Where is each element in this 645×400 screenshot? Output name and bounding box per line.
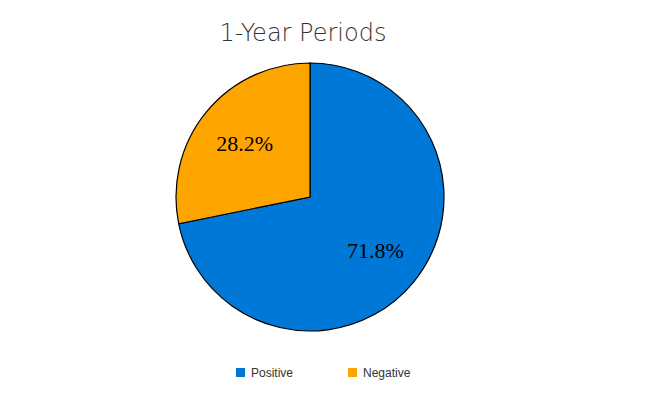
legend: Positive Negative [236, 366, 411, 380]
legend-swatch [348, 368, 357, 377]
chart-title: 1-Year Periods [220, 19, 387, 47]
data-label: 28.2% [216, 131, 273, 156]
legend-swatch [236, 368, 245, 377]
chart: 1-Year Periods 71.8% 28.2% Positive Negative [0, 0, 645, 400]
legend-item: Positive [236, 366, 293, 380]
legend-label: Negative [363, 366, 411, 380]
pie [176, 63, 444, 331]
data-label: 71.8% [347, 238, 404, 263]
legend-label: Positive [251, 366, 293, 380]
data-labels: 71.8% 28.2% [216, 131, 404, 263]
pie-slice [176, 63, 310, 224]
legend-item: Negative [348, 366, 411, 380]
